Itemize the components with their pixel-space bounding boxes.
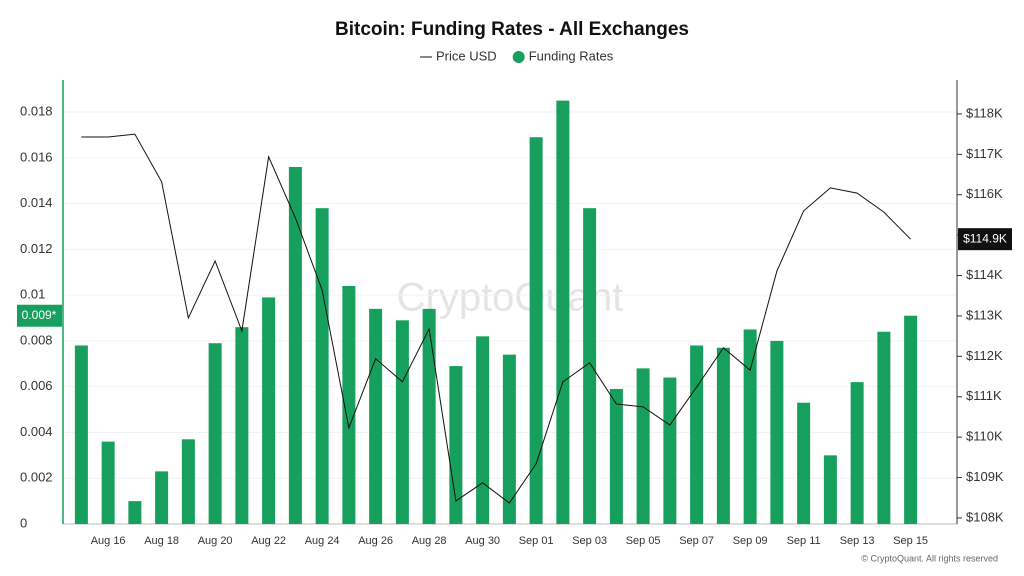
bar <box>155 471 169 524</box>
y-tick-label: 0.018 <box>20 103 53 118</box>
bar <box>690 345 704 524</box>
bar <box>556 100 570 525</box>
price-line <box>81 133 911 504</box>
bar <box>904 315 918 524</box>
current-badge <box>958 228 1012 251</box>
bar <box>315 208 329 524</box>
bar <box>877 331 891 524</box>
y-tick-label: 0.016 <box>20 149 53 164</box>
bar <box>369 308 383 524</box>
bar <box>288 166 302 525</box>
current-label: $114.9K <box>963 231 1007 245</box>
bar <box>529 137 543 524</box>
x-tick-label: Sep 07 <box>679 535 714 547</box>
y2-tick-label: $110K <box>966 429 1003 444</box>
x-tick-label: Sep 03 <box>572 535 607 547</box>
x-tick-label: Aug 20 <box>198 535 233 547</box>
y-tick-label: 0.002 <box>20 470 53 485</box>
y-tick-label: 0.012 <box>20 241 53 256</box>
chart-title: Bitcoin: Funding Rates - All Exchanges <box>335 19 689 40</box>
x-tick-label: Sep 11 <box>787 535 821 547</box>
y2-tick-label: $111K <box>966 388 1002 403</box>
bar <box>609 388 623 524</box>
x-tick-label: Aug 22 <box>251 535 286 547</box>
legend-label[interactable]: Funding Rates <box>529 48 614 63</box>
bar <box>449 366 463 524</box>
bar <box>342 285 356 524</box>
x-tick-label: Aug 18 <box>144 535 179 547</box>
y-tick-label: 0.008 <box>20 332 53 347</box>
bar <box>716 347 730 524</box>
bar <box>663 377 677 524</box>
current-label: 0.009* <box>22 308 57 322</box>
x-tick-label: Aug 26 <box>358 535 393 547</box>
y-tick-label: 0.01 <box>20 287 45 302</box>
x-tick-label: Aug 30 <box>465 535 500 547</box>
bar <box>74 345 88 524</box>
bar <box>502 354 516 524</box>
bar <box>208 343 222 524</box>
bar <box>181 439 195 524</box>
bar <box>636 368 650 524</box>
x-tick-label: Sep 01 <box>519 535 554 547</box>
bar <box>128 501 142 524</box>
y-tick-label: 0 <box>20 515 27 530</box>
y2-tick-label: $114K <box>966 267 1003 282</box>
y-tick-label: 0.004 <box>20 424 53 439</box>
legend-swatch <box>512 51 525 63</box>
y2-tick-label: $109K <box>966 469 1004 484</box>
y2-tick-label: $117K <box>966 146 1003 161</box>
bar <box>262 297 276 524</box>
bar <box>235 327 249 524</box>
bar <box>797 402 811 524</box>
footer: © CryptoQuant. All rights reserved <box>861 553 998 563</box>
y-tick-label: 0.006 <box>20 378 53 393</box>
x-tick-label: Aug 16 <box>91 535 126 547</box>
y2-tick-label: $112K <box>966 348 1003 363</box>
bar <box>476 336 490 524</box>
x-tick-label: Sep 13 <box>840 535 875 547</box>
bar <box>422 308 436 524</box>
y2-tick-label: $118K <box>966 105 1003 120</box>
legend-label[interactable]: Price USD <box>436 48 497 63</box>
y2-tick-label: $108K <box>966 509 1004 524</box>
current-badge <box>17 304 62 327</box>
x-tick-label: Sep 15 <box>893 535 928 547</box>
x-tick-label: Sep 05 <box>626 535 661 547</box>
y2-tick-label: $116K <box>966 186 1003 201</box>
x-tick-label: Aug 24 <box>305 535 340 547</box>
x-tick-label: Sep 09 <box>733 535 768 547</box>
bar <box>823 455 837 524</box>
y2-tick-label: $113K <box>966 307 1003 322</box>
bar <box>101 441 115 524</box>
bar <box>850 382 864 524</box>
x-tick-label: Aug 28 <box>412 535 447 547</box>
y-tick-label: 0.014 <box>20 195 53 210</box>
bar <box>583 208 597 524</box>
bar <box>395 320 409 524</box>
bar <box>743 329 757 524</box>
bar <box>770 340 784 524</box>
